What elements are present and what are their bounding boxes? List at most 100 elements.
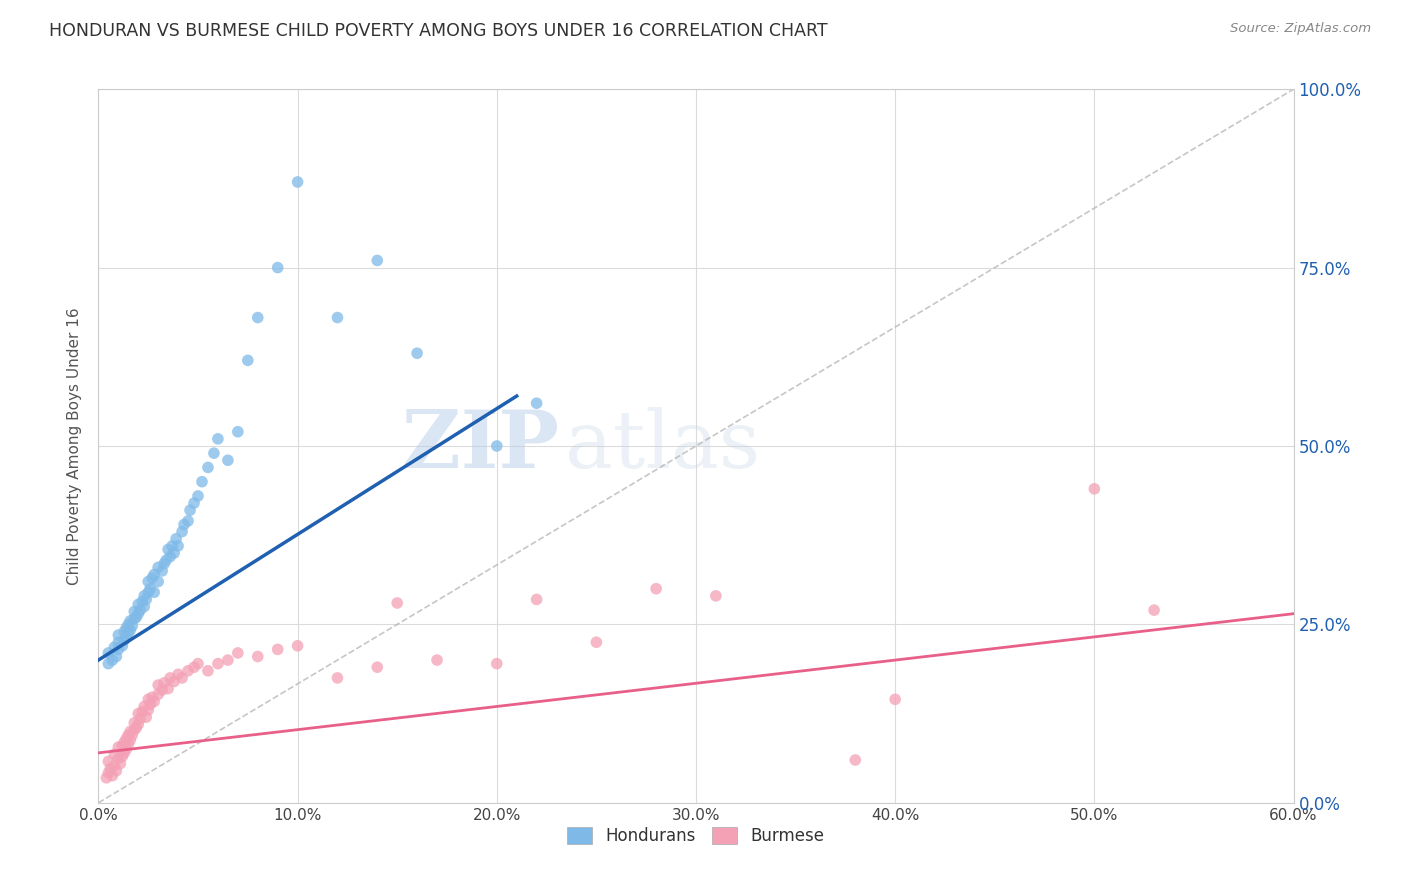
Point [406,346,429,360]
Point [127,598,149,612]
Point [179,503,201,517]
Text: atlas: atlas [565,407,759,485]
Point [526,592,548,607]
Point [167,667,190,681]
Point [1143,603,1166,617]
Point [120,724,142,739]
Point [136,574,159,589]
Point [844,753,866,767]
Point [157,681,180,696]
Point [153,676,176,690]
Point [202,446,225,460]
Point [117,626,139,640]
Point [177,514,200,528]
Point [112,624,135,639]
Point [110,756,132,771]
Point [131,705,153,719]
Point [111,739,134,753]
Point [160,539,183,553]
Point [143,585,166,599]
Point [98,762,122,776]
Point [120,733,142,747]
Point [103,758,125,772]
Point [107,740,129,755]
Point [148,560,170,574]
Point [326,671,349,685]
Point [136,703,159,717]
Point [163,546,186,560]
Point [127,706,149,721]
Point [366,253,388,268]
Point [526,396,548,410]
Text: HONDURAN VS BURMESE CHILD POVERTY AMONG BOYS UNDER 16 CORRELATION CHART: HONDURAN VS BURMESE CHILD POVERTY AMONG … [49,22,828,40]
Point [105,649,128,664]
Point [117,617,139,632]
Point [167,539,190,553]
Point [187,489,209,503]
Point [134,589,156,603]
Point [159,549,181,564]
Point [157,542,180,557]
Point [183,660,205,674]
Point [207,657,229,671]
Point [141,571,163,585]
Text: Source: ZipAtlas.com: Source: ZipAtlas.com [1230,22,1371,36]
Point [134,699,156,714]
Point [148,687,170,701]
Point [226,425,249,439]
Point [124,605,146,619]
Point [197,460,219,475]
Y-axis label: Child Poverty Among Boys Under 16: Child Poverty Among Boys Under 16 [67,307,83,585]
Point [287,175,309,189]
Point [143,567,166,582]
Point [96,771,118,785]
Point [125,721,148,735]
Point [101,769,124,783]
Point [148,678,170,692]
Point [148,574,170,589]
Point [485,657,508,671]
Point [117,737,139,751]
Point [115,621,138,635]
Legend: Hondurans, Burmese: Hondurans, Burmese [561,820,831,852]
Point [153,557,176,571]
Point [226,646,249,660]
Point [246,649,269,664]
Point [267,260,290,275]
Point [103,640,125,655]
Point [103,747,125,762]
Point [135,710,157,724]
Text: ZIP: ZIP [402,407,558,485]
Point [197,664,219,678]
Point [111,749,134,764]
Point [246,310,269,325]
Point [236,353,259,368]
Point [127,607,149,621]
Point [129,712,152,726]
Point [139,582,162,596]
Point [112,633,135,648]
Point [150,683,173,698]
Point [107,635,129,649]
Point [107,628,129,642]
Point [884,692,907,706]
Point [165,532,187,546]
Point [385,596,409,610]
Point [97,755,120,769]
Point [115,630,138,644]
Point [129,603,152,617]
Point [121,728,143,742]
Point [159,671,181,685]
Point [267,642,290,657]
Point [115,742,138,756]
Point [131,594,153,608]
Point [121,619,143,633]
Point [426,653,449,667]
Point [105,764,128,778]
Point [217,453,239,467]
Point [143,694,166,708]
Point [207,432,229,446]
Point [150,564,173,578]
Point [172,671,194,685]
Point [127,717,149,731]
